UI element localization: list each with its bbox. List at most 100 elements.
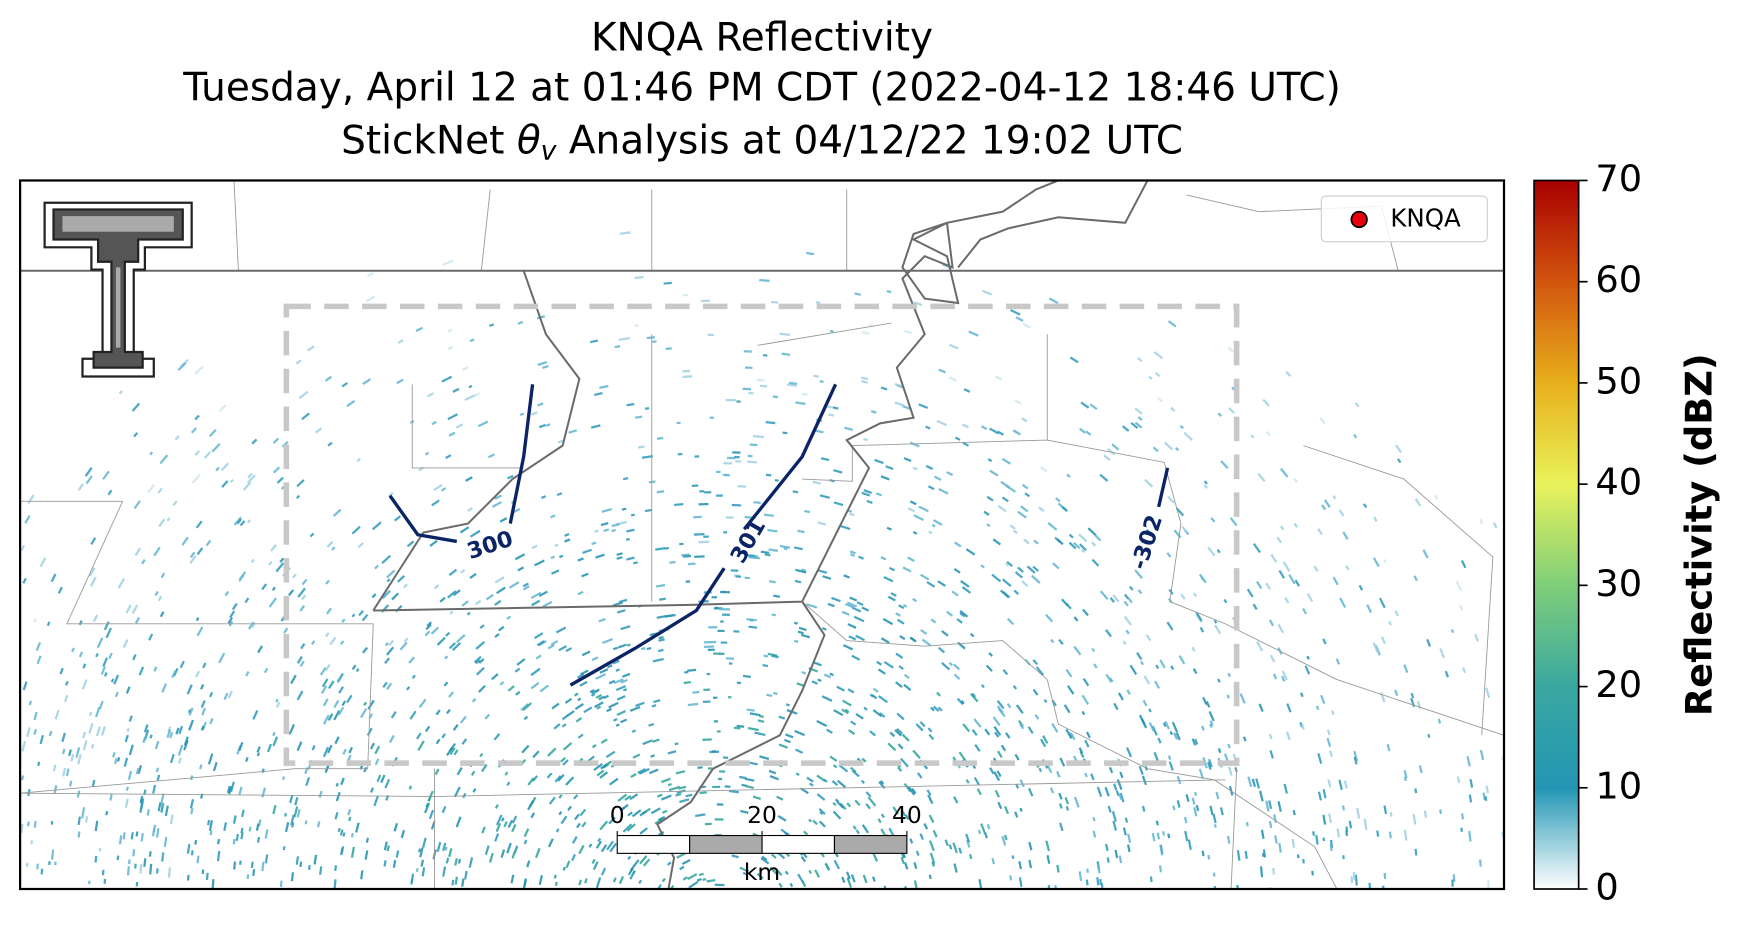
echo-cell: [1329, 843, 1333, 852]
echo-cell: [392, 859, 397, 868]
echo-cell: [657, 648, 664, 653]
echo-cell: [841, 610, 850, 616]
echo-cell: [626, 556, 635, 561]
echo-cell: [158, 518, 166, 528]
echo-cell: [1122, 827, 1127, 836]
echo-cell: [1000, 480, 1010, 489]
echo-cell: [1046, 855, 1051, 864]
echo-cell: [882, 617, 894, 626]
echo-cell: [1065, 602, 1072, 610]
echo-cell: [26, 727, 31, 738]
echo-cell: [444, 655, 449, 660]
echo-cell: [784, 831, 789, 836]
echo-cell: [386, 646, 395, 656]
echo-cell: [1073, 541, 1081, 550]
echo-cell: [1353, 750, 1359, 762]
echo-cell: [313, 854, 318, 865]
echo-cell: [50, 820, 54, 825]
echo-cell: [713, 720, 718, 723]
echo-cell: [795, 568, 800, 572]
echo-cell: [418, 698, 427, 708]
echo-cell: [443, 681, 449, 687]
echo-cell: [767, 528, 778, 533]
echo-cell: [1096, 877, 1100, 886]
echo-cell: [928, 874, 932, 880]
echo-cell: [756, 872, 764, 880]
echo-cell: [725, 398, 736, 402]
echo-cell: [430, 626, 440, 635]
echo-cell: [1397, 458, 1402, 464]
echo-cell: [608, 679, 616, 685]
echo-cell: [361, 613, 369, 622]
echo-cell: [877, 818, 882, 824]
echo-cell: [295, 494, 301, 500]
echo-cell: [861, 380, 868, 384]
echo-cell: [333, 879, 337, 889]
echo-cell: [1380, 636, 1386, 645]
echo-cell: [897, 766, 903, 772]
echo-cell: [1343, 780, 1348, 789]
echo-cell: [896, 728, 903, 735]
echo-cell: [84, 467, 93, 477]
echo-cell: [366, 727, 373, 737]
echo-cell: [902, 566, 912, 573]
echo-cell: [1418, 765, 1423, 774]
echo-cell: [554, 543, 559, 548]
echo-cell: [177, 744, 184, 756]
echo-cell: [682, 369, 690, 373]
echo-cell: [1047, 522, 1058, 531]
echo-cell: [946, 610, 954, 617]
echo-cell: [247, 519, 252, 524]
echo-cell: [833, 469, 843, 474]
echo-cell: [652, 738, 660, 743]
echo-cell: [1045, 614, 1054, 623]
echo-cell: [530, 681, 540, 690]
echo-cell: [1198, 573, 1207, 584]
echo-cell: [48, 861, 51, 865]
echo-cell: [1168, 761, 1174, 771]
echo-cell: [474, 599, 482, 606]
echo-cell: [327, 441, 333, 447]
echo-cell: [1306, 593, 1314, 603]
echo-cell: [484, 845, 490, 856]
echo-cell: [1055, 770, 1061, 778]
echo-cell: [21, 741, 27, 752]
echo-cell: [1141, 805, 1146, 812]
echo-cell: [208, 820, 214, 832]
echo-cell: [553, 723, 561, 730]
echo-cell: [491, 673, 499, 681]
echo-cell: [960, 580, 970, 588]
echo-cell: [469, 338, 475, 343]
echo-cell: [971, 692, 976, 698]
echo-cell: [965, 839, 971, 848]
echo-cell: [540, 495, 547, 499]
echo-cell: [527, 799, 535, 811]
echo-cell: [1027, 726, 1034, 734]
title-part: StickNet: [341, 118, 517, 163]
echo-cell: [200, 793, 204, 799]
echo-cell: [388, 491, 394, 497]
scale-tick-label: 0: [610, 801, 625, 829]
echo-cell: [778, 882, 783, 888]
echo-cell: [325, 579, 330, 585]
echo-cell: [1394, 689, 1399, 697]
echo-cell: [1256, 580, 1263, 590]
echo-cell: [600, 738, 608, 744]
echo-cell: [980, 564, 985, 569]
echo-cell: [1024, 492, 1031, 498]
echo-cell: [441, 375, 453, 383]
echo-cell: [159, 611, 165, 618]
echo-cell: [1063, 704, 1071, 714]
echo-cell: [779, 332, 791, 336]
echo-cell: [301, 578, 308, 586]
echo-cell: [829, 329, 834, 333]
echo-cell: [879, 712, 886, 718]
echo-cell: [1084, 739, 1090, 748]
echo-cell: [447, 328, 453, 333]
echo-cell: [1403, 769, 1408, 779]
echo-cell: [81, 679, 88, 690]
echo-cell: [77, 754, 82, 765]
echo-cell: [160, 572, 166, 579]
echo-cell: [461, 600, 469, 607]
echo-cell: [1217, 412, 1223, 417]
